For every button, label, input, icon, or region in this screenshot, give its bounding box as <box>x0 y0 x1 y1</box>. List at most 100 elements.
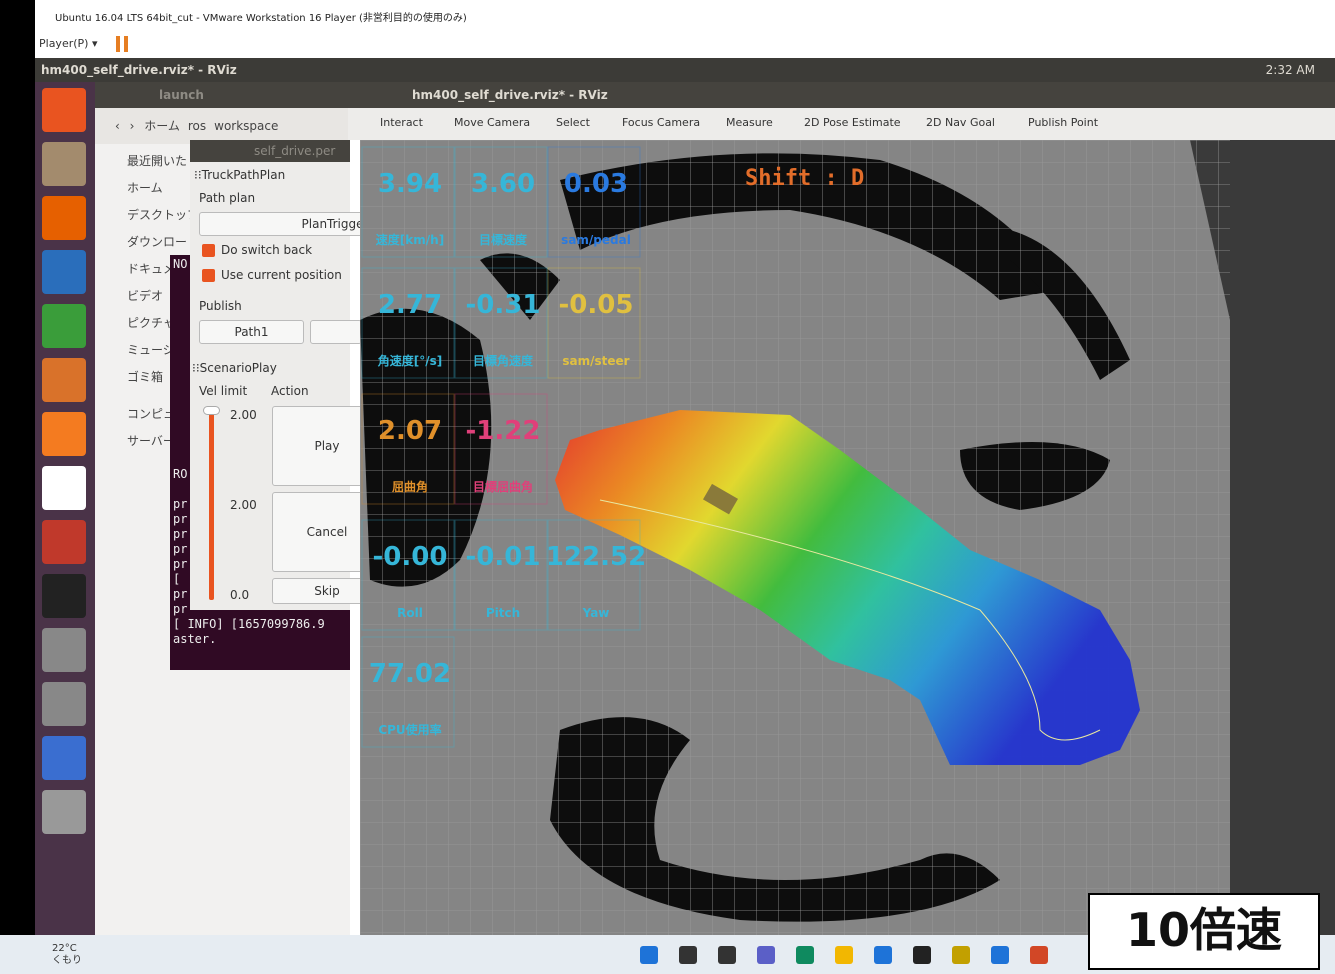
tool-button[interactable]: Move Camera <box>454 116 531 129</box>
launcher-icon[interactable] <box>42 574 86 618</box>
slider-handle[interactable] <box>203 406 220 415</box>
sidebar-item[interactable]: デスクトップ <box>127 208 200 222</box>
clock: 2:32 AM <box>1265 63 1315 77</box>
taskbar-icon[interactable] <box>1030 946 1048 964</box>
terminal-line: pr <box>173 542 188 556</box>
taskbar-icon[interactable] <box>991 946 1009 964</box>
gauge-value: 77.02 <box>369 659 451 689</box>
sidebar-item[interactable]: ダウンロード <box>127 235 200 249</box>
cost-map <box>555 410 1140 765</box>
launcher <box>35 82 95 935</box>
path-button[interactable]: ホーム <box>144 119 180 133</box>
gauge-value: -0.31 <box>466 290 541 320</box>
gauge-label: 目標角速度 <box>473 353 533 368</box>
tool-button[interactable]: Focus Camera <box>622 116 701 129</box>
file-manager-title: launch <box>95 82 350 108</box>
launcher-icon[interactable] <box>42 196 86 240</box>
tool-button[interactable]: Publish Point <box>1028 116 1099 129</box>
path <box>599 499 1101 741</box>
launcher-icon[interactable] <box>42 250 86 294</box>
terminal-line: pr <box>173 527 188 541</box>
sidebar: 最近開いた ホーム デスクトップ ダウンロード ドキュメント ビデオ ピクチャ ミュージックゴ… <box>95 148 265 935</box>
gauge-label: 目標速度 <box>479 232 527 247</box>
shift-indicator: Shift : D <box>745 166 864 191</box>
gauge-label: sam/pedal <box>561 233 631 247</box>
section-title: ⁝⁝TruckPathPlan <box>194 168 286 182</box>
vm-toolbar: Player(P) ▾ <box>35 30 1335 58</box>
checkbox-label: Do switch back <box>221 243 313 257</box>
taskbar-icon[interactable] <box>874 946 892 964</box>
section-title: ⁝⁝ScenarioPlay <box>192 361 277 375</box>
gauge-label: Yaw <box>582 606 610 620</box>
tool-button[interactable]: Measure <box>726 116 773 129</box>
3d-view[interactable]: Shift : D 3.94 速度[km/h] 3.60 目標速度 0.03 sam/pe… <box>360 140 1335 935</box>
sidebar-item[interactable]: ゴミ箱 <box>127 370 164 384</box>
path-button[interactable]: workspace <box>214 119 279 133</box>
player-menu[interactable]: Player(P) <box>39 37 89 50</box>
launcher-icon[interactable] <box>42 520 86 564</box>
label: Vel limit <box>199 384 248 398</box>
terminal-line: pr <box>173 602 188 616</box>
gauge-frame <box>361 267 455 379</box>
launcher-icon[interactable] <box>42 412 86 456</box>
skip-button[interactable]: Skip <box>272 578 368 604</box>
taskbar-icon[interactable] <box>913 946 931 964</box>
tool-button[interactable]: Interact <box>380 116 423 129</box>
tool-button[interactable]: 2D Pose Estimate <box>804 116 901 129</box>
taskbar-icon[interactable] <box>679 946 697 964</box>
sidebar-item[interactable]: ビデオ <box>127 289 164 303</box>
rviz-title: hm400_self_drive.rviz* - RViz <box>348 82 1335 108</box>
path1-button[interactable]: Path1 <box>199 320 304 344</box>
sidebar-item[interactable]: ピクチャ <box>127 316 175 330</box>
launcher-icon[interactable] <box>42 682 86 726</box>
taskbar-icon[interactable] <box>640 946 658 964</box>
gauge-frame <box>454 146 548 258</box>
play-button[interactable]: Play <box>272 406 368 486</box>
pause-button[interactable] <box>116 36 128 52</box>
gauge-value: 2.77 <box>378 290 442 320</box>
checkbox[interactable] <box>202 269 215 282</box>
launcher-icon[interactable] <box>42 466 86 510</box>
sidebar-item[interactable]: サーバー <box>127 434 175 448</box>
gauge-label: Roll <box>397 606 423 620</box>
launcher-icon[interactable] <box>42 628 86 672</box>
launcher-icon[interactable] <box>42 304 86 348</box>
button[interactable] <box>310 320 362 344</box>
path-button[interactable]: ros <box>187 119 207 133</box>
tool-button[interactable]: Select <box>556 116 590 129</box>
launcher-icon[interactable] <box>42 736 86 780</box>
terminal-line: pr <box>173 557 188 571</box>
terminal-line: pr <box>173 587 188 601</box>
rviz-panel: ⁝⁝TruckPathPlan Path plan PlanTrigger Do… <box>190 162 411 610</box>
rviz-toolbar: Interact Move Camera Select Focus Camera Mea… <box>348 108 1335 140</box>
gauge-label: Pitch <box>486 606 520 620</box>
checkbox[interactable] <box>202 244 215 257</box>
launcher-icon[interactable] <box>42 790 86 834</box>
taskbar-icon[interactable] <box>835 946 853 964</box>
slider-label: 0.0 <box>230 588 250 602</box>
launcher-icon[interactable] <box>42 88 86 132</box>
section-text: TruckPathPlan <box>201 168 286 182</box>
gauge-value: -1.22 <box>466 416 541 446</box>
checkbox-label: Use current position <box>221 268 342 282</box>
taskbar-icon[interactable] <box>952 946 970 964</box>
taskbar-icon[interactable] <box>796 946 814 964</box>
sidebar-item[interactable]: 最近開いた <box>127 154 188 168</box>
terminal-line: [ INFO] [1657099786.9 <box>173 617 325 631</box>
sidebar-item[interactable]: ホーム <box>127 181 163 195</box>
taskbar-icon[interactable] <box>757 946 775 964</box>
gauge-label: sam/steer <box>562 354 629 368</box>
tool-button[interactable]: 2D Nav Goal <box>926 116 995 129</box>
launcher-icon[interactable] <box>42 358 86 402</box>
weather-text: くもり <box>52 955 82 966</box>
cancel-button[interactable]: Cancel <box>272 492 368 572</box>
gauge-value: -0.01 <box>466 542 541 572</box>
vm-title: Ubuntu 16.04 LTS 64bit_cut - VMware Work… <box>35 8 1335 30</box>
label: Action <box>271 384 309 398</box>
taskbar-icon[interactable] <box>718 946 736 964</box>
slider[interactable] <box>209 412 214 600</box>
terminal-line: [ <box>173 572 181 586</box>
launcher-icon[interactable] <box>42 142 86 186</box>
label: Path plan <box>199 191 256 205</box>
ubuntu-topbar: hm400_self_drive.rviz* - RViz <box>35 58 1335 82</box>
